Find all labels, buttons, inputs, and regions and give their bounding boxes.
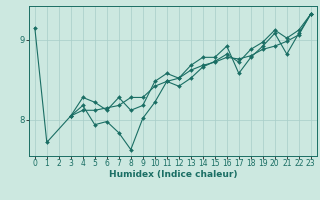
- X-axis label: Humidex (Indice chaleur): Humidex (Indice chaleur): [108, 170, 237, 179]
